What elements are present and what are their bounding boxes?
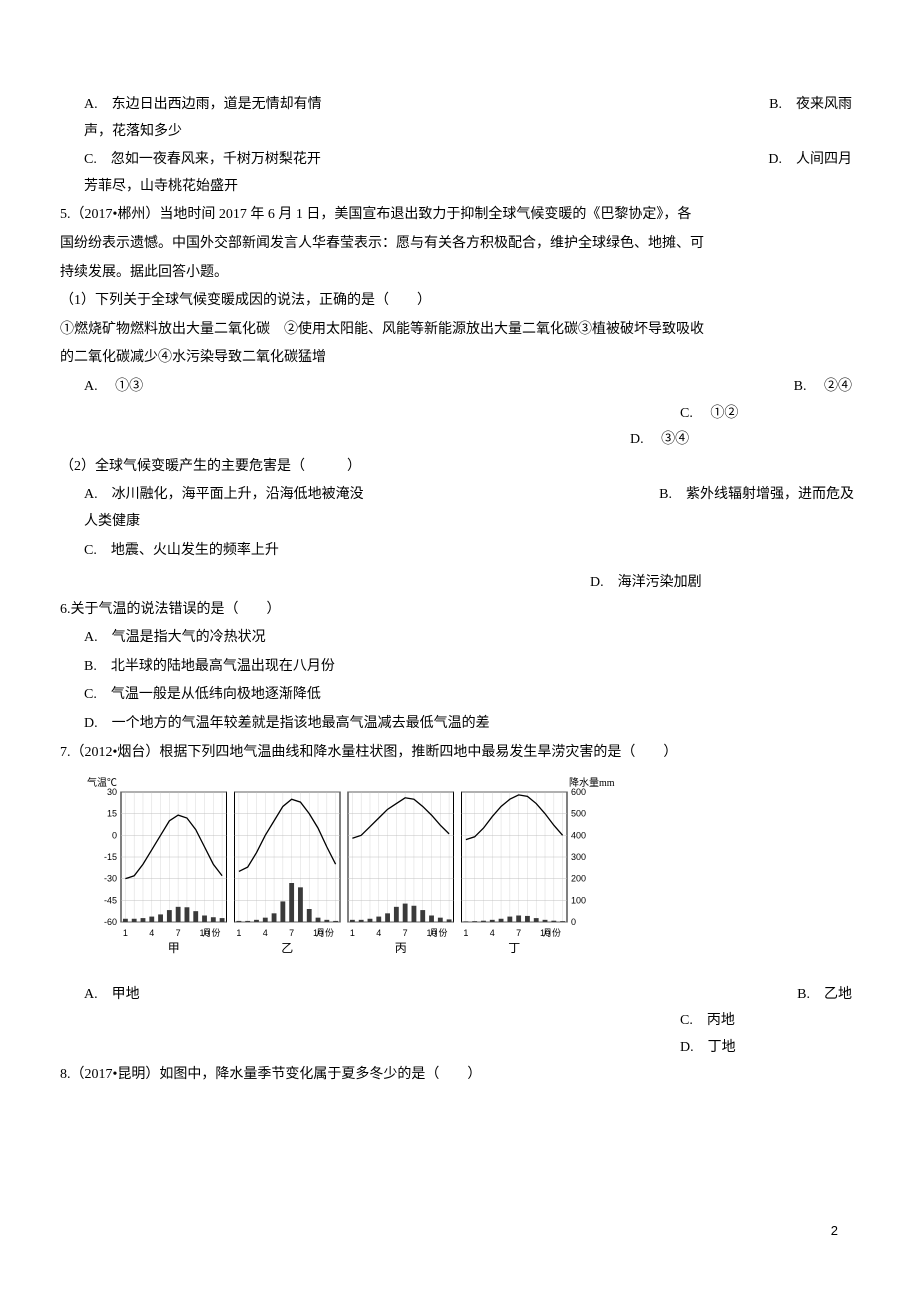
q6-opt-a: A. 气温是指大气的冷热状况: [60, 625, 860, 652]
svg-text:100: 100: [571, 896, 586, 906]
svg-text:月份: 月份: [202, 927, 220, 938]
svg-text:400: 400: [571, 831, 586, 841]
q7-stem: 7.（2012•烟台）根据下列四地气温曲线和降水量柱状图，推断四地中最易发生旱涝…: [60, 740, 860, 767]
climograph-svg: 气温℃降水量mm30150-15-30-45-60600500400300200…: [85, 776, 615, 961]
q7-opt-c: C. 丙地: [60, 1008, 860, 1035]
q5-sub1-line2: ①燃烧矿物燃料放出大量二氧化碳 ②使用太阳能、风能等新能源放出大量二氧化碳③植被…: [60, 317, 860, 344]
q8-stem: 8.（2017•昆明）如图中，降水量季节变化属于夏多冬少的是（ ）: [60, 1062, 860, 1089]
svg-text:1: 1: [350, 928, 355, 938]
page-number: 2: [831, 1219, 838, 1244]
q6-opt-b: B. 北半球的陆地最高气温出现在八月份: [60, 654, 860, 681]
q6-stem: 6.关于气温的说法错误的是（ ）: [60, 597, 860, 624]
q4-option-b-cont: 声，花落知多少: [60, 119, 860, 146]
q4-option-b: B. 夜来风雨: [769, 92, 860, 119]
svg-text:7: 7: [403, 928, 408, 938]
svg-text:0: 0: [571, 917, 576, 927]
svg-text:0: 0: [112, 831, 117, 841]
q5-sub2: （2）全球气候变暖产生的主要危害是（ ）: [60, 454, 860, 481]
q5-sub2-opt-a: A. 冰川融化，海平面上升，沿海低地被淹没: [60, 482, 364, 509]
q4-option-d: D. 人间四月: [768, 147, 860, 174]
q4-option-a: A. 东边日出西边雨，道是无情却有情: [60, 92, 322, 119]
svg-text:-60: -60: [104, 917, 117, 927]
svg-text:月份: 月份: [429, 927, 447, 938]
svg-text:4: 4: [376, 928, 381, 938]
q5-sub1-opt-b: B. ②④: [794, 374, 860, 401]
svg-text:丙: 丙: [395, 941, 407, 955]
svg-text:600: 600: [571, 787, 586, 797]
q5-sub2-opt-d: D. 海洋污染加剧: [60, 570, 860, 597]
q5-sub1-opt-d: D. ③④: [60, 427, 860, 454]
svg-text:15: 15: [107, 809, 117, 819]
q5-sub2-opt-c: C. 地震、火山发生的频率上升: [60, 538, 860, 565]
svg-text:乙: 乙: [281, 941, 293, 955]
svg-text:30: 30: [107, 787, 117, 797]
svg-text:-45: -45: [104, 896, 117, 906]
svg-text:月份: 月份: [316, 927, 334, 938]
svg-text:月份: 月份: [543, 927, 561, 938]
svg-text:-30: -30: [104, 874, 117, 884]
svg-text:1: 1: [236, 928, 241, 938]
q4-option-d-cont: 芳菲尽，山寺桃花始盛开: [60, 174, 860, 201]
q7-opt-a: A. 甲地: [60, 982, 140, 1009]
q4-option-c: C. 忽如一夜春风来，千树万树梨花开: [60, 147, 321, 174]
q5-stem-3: 持续发展。据此回答小题。: [60, 260, 860, 287]
q5-stem-1: 5.（2017•郴州）当地时间 2017 年 6 月 1 日，美国宣布退出致力于…: [60, 202, 860, 229]
svg-text:丁: 丁: [508, 941, 520, 955]
q5-sub1-line3: 的二氧化碳减少④水污染导致二氧化碳猛增: [60, 345, 860, 372]
svg-text:7: 7: [289, 928, 294, 938]
q5-stem-2: 国纷纷表示遗憾。中国外交部新闻发言人华春莹表示：愿与有关各方积极配合，维护全球绿…: [60, 231, 860, 258]
svg-text:-15: -15: [104, 852, 117, 862]
q5-sub1-opt-c: C. ①②: [60, 401, 860, 428]
q5-sub1-opt-a: A. ①③: [60, 374, 143, 401]
q6-opt-d: D. 一个地方的气温年较差就是指该地最高气温减去最低气温的差: [60, 711, 860, 738]
svg-text:7: 7: [516, 928, 521, 938]
q5-sub2-opt-b: B. 紫外线辐射增强，进而危及: [659, 482, 860, 509]
q5-sub1: （1）下列关于全球气候变暖成因的说法，正确的是（ ）: [60, 288, 860, 315]
svg-text:甲: 甲: [168, 941, 180, 955]
q7-opt-d: D. 丁地: [60, 1035, 860, 1062]
q7-opt-b: B. 乙地: [797, 982, 860, 1009]
q7-climograph-figure: 气温℃降水量mm30150-15-30-45-60600500400300200…: [85, 776, 615, 972]
svg-text:1: 1: [123, 928, 128, 938]
svg-text:4: 4: [490, 928, 495, 938]
svg-text:300: 300: [571, 852, 586, 862]
svg-text:500: 500: [571, 809, 586, 819]
svg-text:4: 4: [263, 928, 268, 938]
q6-opt-c: C. 气温一般是从低纬向极地逐渐降低: [60, 682, 860, 709]
svg-text:1: 1: [463, 928, 468, 938]
q5-sub2-opt-b-cont: 人类健康: [60, 509, 860, 536]
svg-text:4: 4: [149, 928, 154, 938]
svg-text:200: 200: [571, 874, 586, 884]
svg-text:7: 7: [176, 928, 181, 938]
